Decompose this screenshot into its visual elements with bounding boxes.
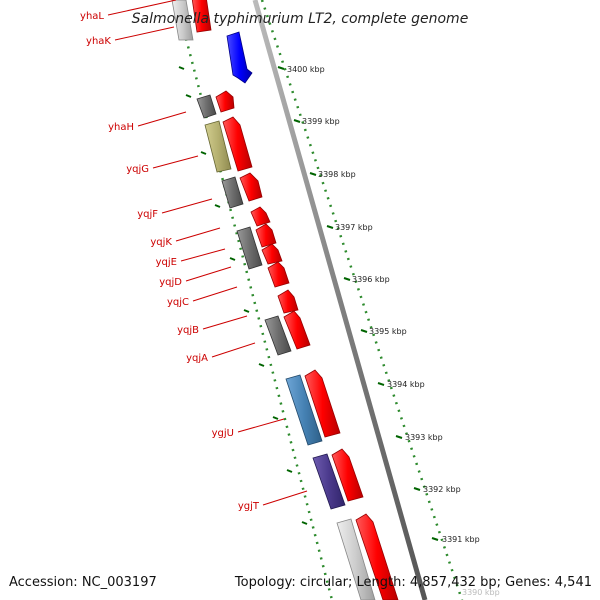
- scale-ticks: [277, 66, 439, 541]
- gene-label-yqjF: yqjF: [137, 209, 158, 220]
- accession-info: Accession: NC_003197: [9, 575, 157, 590]
- tick-label-3397: 3397 kbp: [335, 223, 373, 232]
- gene-label-yqjE: yqjE: [156, 257, 177, 268]
- gene-bottom-lightgrey[interactable]: [336, 518, 376, 600]
- tick-label-3393: 3393 kbp: [405, 433, 443, 442]
- gene-yhaH[interactable]: [196, 94, 217, 119]
- gene-yhaL[interactable]: [191, 0, 212, 33]
- label-leaders: [107, 0, 308, 506]
- gene-yqjA-forward[interactable]: [283, 310, 311, 350]
- gene-ygjU-forward[interactable]: [304, 369, 341, 438]
- gene-yqjF[interactable]: [221, 176, 244, 209]
- gene-yqjB[interactable]: [277, 289, 299, 314]
- gene-yqjG[interactable]: [204, 120, 232, 173]
- topology-info: Topology: circular; Length: 4,857,432 bp…: [234, 575, 592, 590]
- gc-dots-outer: [260, 0, 464, 600]
- gene-bottom-forward[interactable]: [355, 513, 399, 600]
- tick-label-3394: 3394 kbp: [387, 380, 425, 389]
- gene-yqjE-forward[interactable]: [255, 223, 277, 248]
- gene-label-yqjC: yqjC: [167, 297, 189, 308]
- tick-label-3398: 3398 kbp: [318, 170, 356, 179]
- gene-label-yhaH: yhaH: [108, 122, 134, 133]
- gene-yqjA[interactable]: [264, 315, 292, 356]
- gene-yhaK[interactable]: [171, 0, 194, 41]
- gene-label-ygjT: ygjT: [238, 501, 260, 512]
- gene-label-yqjD: yqjD: [159, 277, 182, 288]
- tick-label-3395: 3395 kbp: [369, 327, 407, 336]
- gene-label-yhaL: yhaL: [80, 11, 104, 22]
- gene-label-yhaK: yhaK: [86, 36, 111, 47]
- gene-yqjF-forward[interactable]: [239, 172, 263, 202]
- gene-yqjC[interactable]: [267, 261, 290, 288]
- tick-label-3399: 3399 kbp: [302, 117, 340, 126]
- gene-label-yqjB: yqjB: [177, 325, 199, 336]
- gene-yqjE[interactable]: [236, 226, 263, 270]
- map-title: Salmonella typhimurium LT2, complete gen…: [132, 11, 469, 27]
- tick-label-3391: 3391 kbp: [442, 535, 480, 544]
- tick-label-3396: 3396 kbp: [352, 275, 390, 284]
- gene-ygjT[interactable]: [312, 453, 346, 510]
- genome-backbone: [252, 0, 428, 600]
- gene-yqjK[interactable]: [250, 206, 271, 227]
- gene-yqjG-forward[interactable]: [222, 116, 253, 172]
- tick-label-3400: 3400 kbp: [287, 65, 325, 74]
- gene-label-yqjG: yqjG: [126, 164, 149, 175]
- tick-label-3392: 3392 kbp: [423, 485, 461, 494]
- label-anchor-ticks: [178, 66, 308, 525]
- gene-label-ygjU: ygjU: [212, 428, 234, 439]
- gene-label-yqjK: yqjK: [150, 237, 172, 248]
- gene-ygjU[interactable]: [285, 374, 323, 446]
- gene-unlabeled-blue[interactable]: [226, 31, 253, 84]
- gene-label-yqjA: yqjA: [186, 353, 208, 364]
- gene-yhaH-forward[interactable]: [215, 90, 235, 113]
- tick-label-3390: 3390 kbp: [462, 588, 500, 597]
- gene-ygjT-forward[interactable]: [331, 448, 364, 502]
- gene-yqjD[interactable]: [261, 243, 283, 265]
